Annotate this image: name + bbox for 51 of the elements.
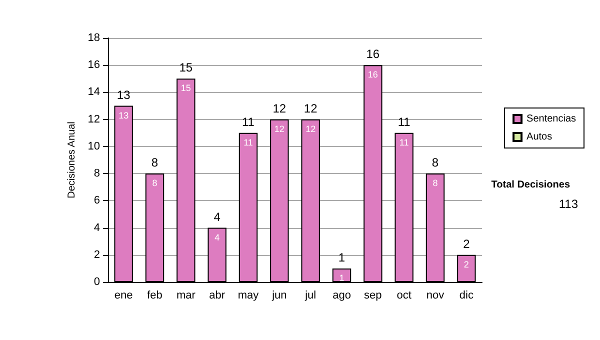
data-label: 13 <box>118 110 129 120</box>
data-label: 8 <box>152 178 158 188</box>
data-label: 15 <box>180 83 191 94</box>
data-label: 12 <box>274 124 284 134</box>
x-tick-label: jul <box>304 290 316 302</box>
total-label: 15 <box>179 60 193 75</box>
y-tick-label: 18 <box>88 32 100 44</box>
data-label: 8 <box>432 178 438 188</box>
data-label: 11 <box>399 137 409 148</box>
legend-label: Sentencias <box>526 114 576 124</box>
x-tick-label: dic <box>459 290 474 302</box>
total-label: 8 <box>432 156 439 170</box>
total-label: 2 <box>463 236 470 251</box>
data-label: 11 <box>244 137 253 148</box>
total-label: 13 <box>116 88 131 102</box>
total-label: 11 <box>242 114 255 129</box>
y-tick-label: 4 <box>94 222 100 234</box>
x-tick-label: sep <box>364 290 382 302</box>
x-tick-label: nov <box>426 290 445 302</box>
total-label: 11 <box>398 114 411 129</box>
text: 113 <box>558 197 578 211</box>
legend-label: Autos <box>526 132 552 142</box>
x-tick-label: ago <box>332 290 351 302</box>
data-label: 2 <box>464 259 469 270</box>
y-tick-label: 0 <box>94 276 100 288</box>
total-label: 1 <box>338 250 346 264</box>
data-label: 4 <box>214 232 220 242</box>
x-tick-label: mar <box>176 290 196 302</box>
total-label: 4 <box>214 210 221 224</box>
x-tick-label: jun <box>271 290 287 302</box>
y-tick-label: 8 <box>94 168 100 180</box>
y-tick-label: 16 <box>88 59 100 72</box>
data-label: 1 <box>339 272 344 283</box>
total-label: 12 <box>272 101 286 116</box>
total-label: 12 <box>304 101 318 116</box>
y-tick-label: 12 <box>88 113 100 126</box>
x-tick-label: feb <box>147 290 162 302</box>
x-tick-label: oct <box>396 290 412 302</box>
data-label: 16 <box>368 70 378 80</box>
x-tick-label: may <box>238 290 260 302</box>
total-label: 8 <box>151 156 158 170</box>
text: Total Decisiones <box>491 180 570 190</box>
y-tick-label: 2 <box>94 248 100 261</box>
x-tick-label: ene <box>114 290 133 302</box>
data-label: 12 <box>306 124 316 134</box>
x-tick-label: abr <box>209 290 226 302</box>
y-axis-title: Decisiones Anual <box>66 122 78 198</box>
total-label: 16 <box>366 47 380 62</box>
y-tick-label: 6 <box>94 194 100 207</box>
y-tick-label: 14 <box>88 86 100 98</box>
y-tick-label: 10 <box>88 140 100 152</box>
